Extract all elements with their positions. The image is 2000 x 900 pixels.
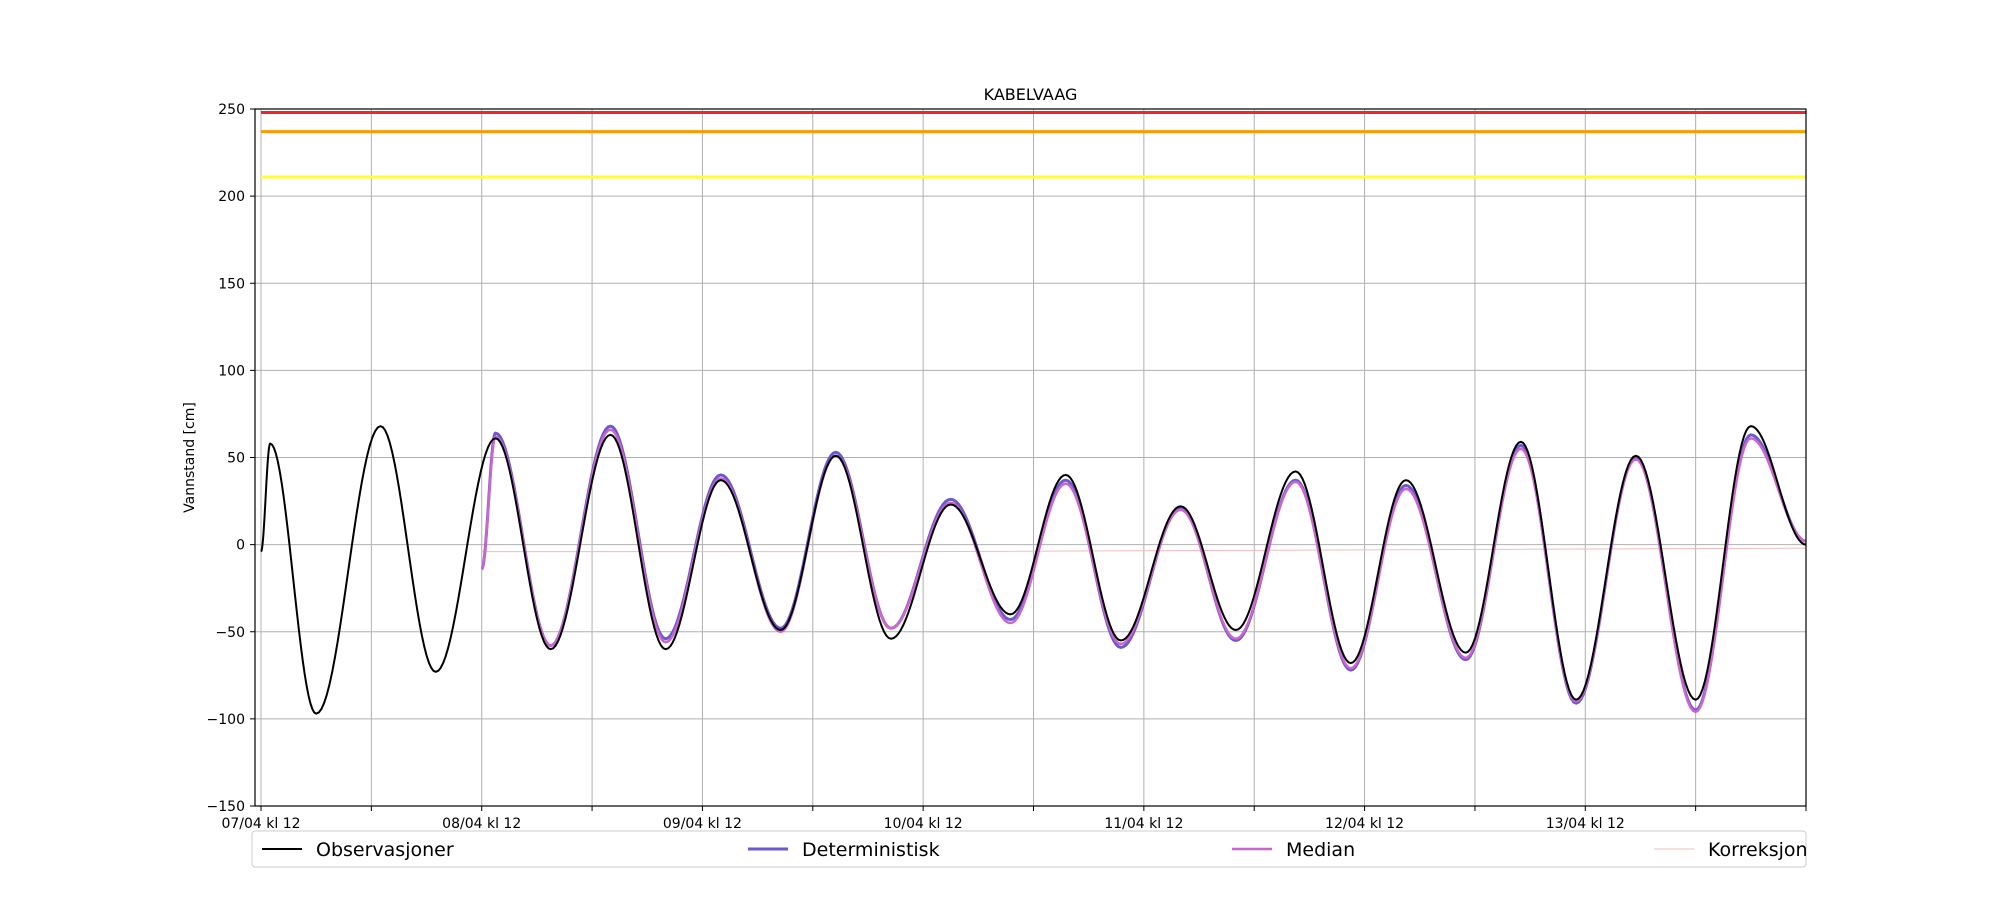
x-axis: 07/04 kl 12 08/04 kl 12 09/04 kl 12 10/04 k…	[221, 806, 1807, 832]
chart-title: KABELVAAG	[984, 85, 1078, 104]
legend-box	[251, 830, 1807, 868]
series-line-korreksjon	[481, 547, 1807, 553]
y-tick-label: 200	[218, 189, 245, 205]
legend-label: Median	[1286, 839, 1355, 861]
legend: Observasjoner Deterministisk Median Korreks…	[251, 830, 1808, 868]
x-tick-label: 13/04 kl 12	[1546, 816, 1625, 832]
y-tick-label: 250	[218, 102, 245, 118]
y-tick-label: 0	[236, 538, 245, 554]
x-tick-label: 11/04 kl 12	[1104, 816, 1183, 832]
x-tick-label: 08/04 kl 12	[442, 816, 521, 832]
series-line-deterministisk	[480, 424, 1807, 712]
y-tick-label: −150	[207, 799, 245, 815]
y-tick-label: 100	[218, 363, 245, 379]
y-axis: −150 −100 −50 0 50 100 150 200 250	[207, 102, 255, 815]
y-axis-label: Vannstand [cm]	[182, 402, 198, 513]
x-tick-label: 07/04 kl 12	[221, 816, 300, 832]
legend-label: Observasjoner	[316, 839, 454, 861]
x-tick-label: 12/04 kl 12	[1325, 816, 1404, 832]
legend-label: Korreksjon	[1708, 839, 1808, 861]
y-tick-label: 50	[227, 451, 245, 467]
y-tick-label: 150	[218, 276, 245, 292]
y-tick-label: −100	[207, 712, 245, 728]
series-lines	[260, 424, 1807, 715]
x-tick-label: 09/04 kl 12	[663, 816, 742, 832]
y-tick-label: −50	[215, 625, 245, 641]
series-line-median	[480, 428, 1807, 714]
x-tick-label: 10/04 kl 12	[884, 816, 963, 832]
series-line-observasjoner	[260, 425, 1807, 715]
threshold-lines	[261, 110, 1806, 179]
legend-label: Deterministisk	[802, 839, 940, 861]
